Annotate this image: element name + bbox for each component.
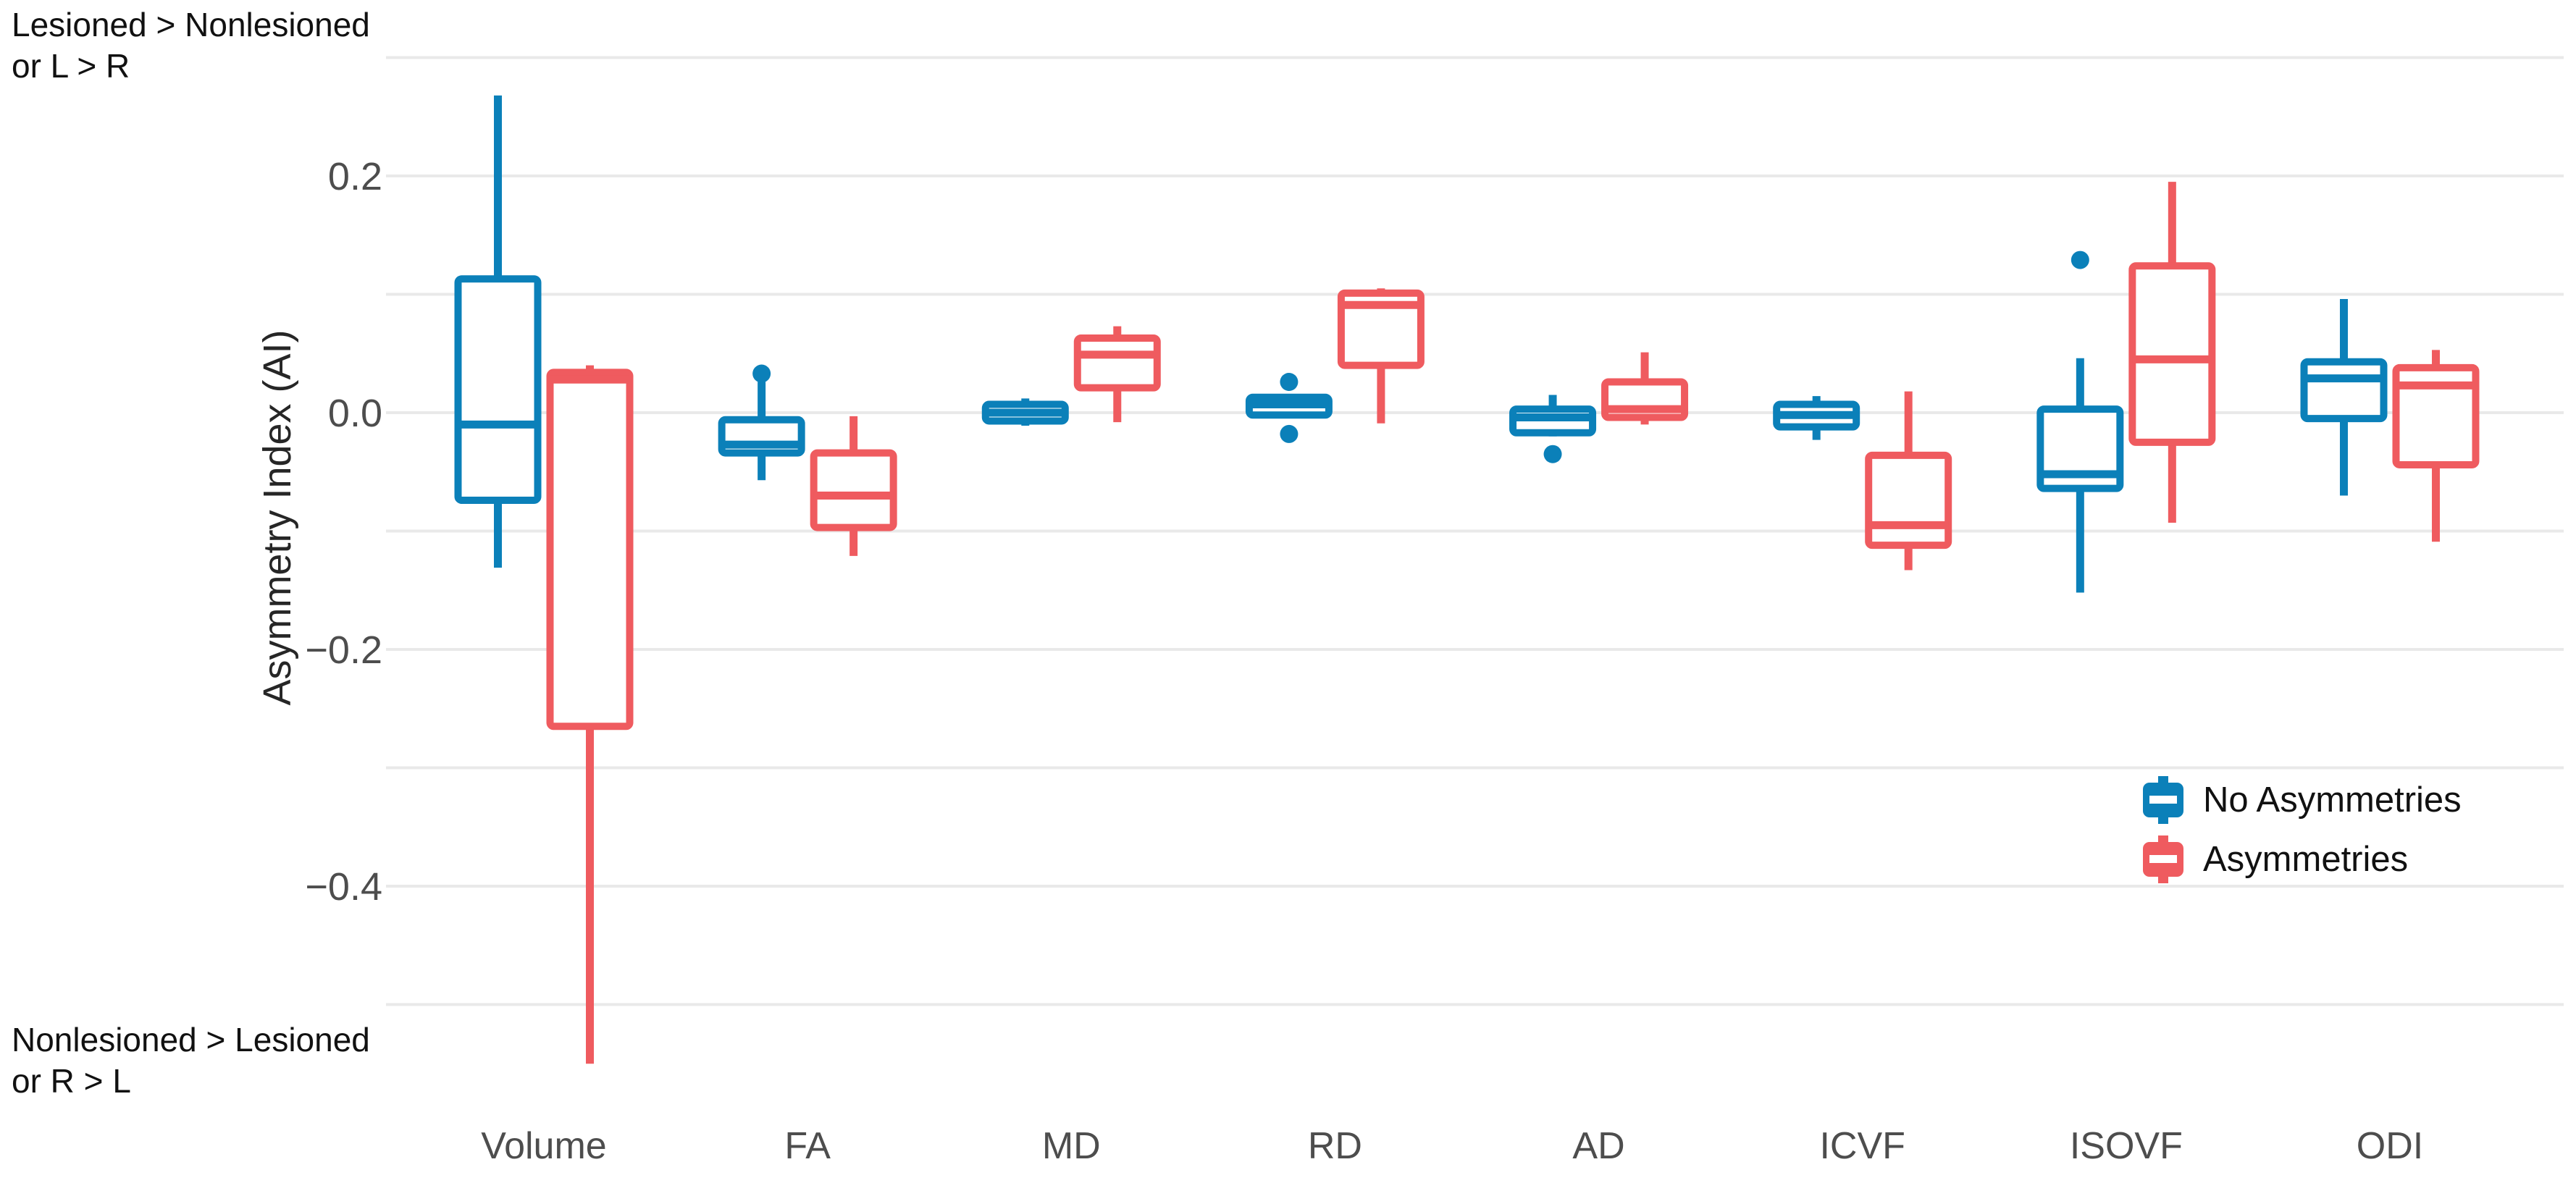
annotation-bottom-line2: or R > L: [12, 1062, 131, 1100]
boxplot-icvf-no-asymmetries: [1773, 396, 1860, 440]
x-category-label: ICVF: [1819, 1125, 1905, 1167]
x-category-label: RD: [1308, 1125, 1362, 1167]
legend: No Asymmetries Asymmetries: [2142, 776, 2462, 883]
boxplot-md-no-asymmetries: [981, 398, 1069, 426]
annotation-bottom-line1: Nonlesioned > Lesioned: [12, 1021, 370, 1058]
y-tick-label: −0.4: [305, 865, 382, 909]
boxplot-ad-asymmetries: [1601, 352, 1689, 425]
boxplot-md-asymmetries: [1073, 326, 1161, 423]
outlier-point: [1280, 424, 1299, 443]
legend-label-asymmetries: Asymmetries: [2203, 840, 2409, 879]
boxplot-key-icon-red: [2143, 835, 2183, 883]
annotation-top-line2: or L > R: [12, 47, 130, 85]
legend-item-no-asymmetries: No Asymmetries: [2142, 776, 2462, 824]
legend-label-no-asymmetries: No Asymmetries: [2203, 780, 2462, 820]
boxplot-key-icon-blue: [2143, 776, 2183, 824]
boxplot-odi-no-asymmetries: [2300, 299, 2388, 496]
x-category-label: MD: [1042, 1125, 1101, 1167]
outlier-point: [1280, 372, 1299, 391]
boxplot-rd-asymmetries: [1337, 288, 1425, 424]
y-tick-label: −0.2: [305, 628, 382, 672]
outlier-point: [752, 364, 771, 383]
boxplot-fa-asymmetries: [810, 416, 897, 556]
y-tick-label: 0.0: [328, 392, 382, 435]
outlier-point: [2071, 251, 2089, 269]
annotation-top-line1: Lesioned > Nonlesioned: [12, 6, 370, 43]
boxplot-volume-asymmetries: [546, 365, 634, 1064]
boxplot-ad-no-asymmetries: [1509, 395, 1597, 463]
boxplot-fa-no-asymmetries: [718, 364, 805, 481]
boxplot-rd-no-asymmetries: [1245, 372, 1333, 443]
x-category-label: AD: [1572, 1125, 1624, 1167]
boxplot-icvf-asymmetries: [1865, 391, 1952, 571]
x-category-label: ODI: [2357, 1125, 2423, 1167]
boxplot-isovf-asymmetries: [2128, 182, 2216, 523]
annotation-top-left: Lesioned > Nonlesioned or L > R: [12, 4, 370, 87]
x-category-label: FA: [784, 1125, 831, 1167]
boxplot-isovf-no-asymmetries: [2036, 251, 2124, 593]
boxplot-volume-no-asymmetries: [454, 95, 542, 568]
annotation-bottom-left: Nonlesioned > Lesioned or R > L: [12, 1019, 370, 1102]
x-category-label: ISOVF: [2070, 1125, 2183, 1167]
x-category-label: Volume: [481, 1125, 606, 1167]
legend-item-asymmetries: Asymmetries: [2142, 835, 2462, 883]
y-tick-label: 0.2: [328, 155, 382, 198]
boxplot-odi-asymmetries: [2392, 350, 2480, 542]
outlier-point: [1543, 445, 1562, 463]
